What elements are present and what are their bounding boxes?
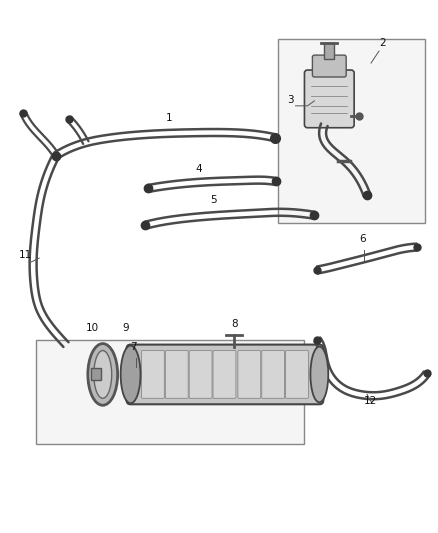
Text: 2: 2 <box>379 38 385 48</box>
Text: 3: 3 <box>288 95 294 105</box>
FancyBboxPatch shape <box>213 351 236 398</box>
Text: 12: 12 <box>364 396 377 406</box>
Text: 6: 6 <box>359 234 366 244</box>
Text: 4: 4 <box>195 165 202 174</box>
Text: 7: 7 <box>131 342 137 352</box>
FancyBboxPatch shape <box>286 351 308 398</box>
FancyBboxPatch shape <box>262 351 285 398</box>
Text: 9: 9 <box>122 322 129 333</box>
FancyBboxPatch shape <box>165 351 188 398</box>
Bar <box>36 340 304 444</box>
FancyBboxPatch shape <box>238 351 261 398</box>
Ellipse shape <box>311 346 328 402</box>
Bar <box>91 368 101 381</box>
FancyBboxPatch shape <box>127 345 323 404</box>
Text: 5: 5 <box>210 195 217 205</box>
Ellipse shape <box>94 351 112 398</box>
FancyBboxPatch shape <box>304 70 354 128</box>
Text: 8: 8 <box>231 319 238 329</box>
Text: 10: 10 <box>86 322 99 333</box>
Ellipse shape <box>120 345 141 403</box>
Bar <box>324 43 334 59</box>
Text: 11: 11 <box>19 250 32 260</box>
FancyBboxPatch shape <box>312 55 346 77</box>
Ellipse shape <box>88 344 118 405</box>
Text: 1: 1 <box>165 113 172 123</box>
FancyBboxPatch shape <box>189 351 212 398</box>
Bar <box>278 39 425 223</box>
FancyBboxPatch shape <box>141 351 164 398</box>
